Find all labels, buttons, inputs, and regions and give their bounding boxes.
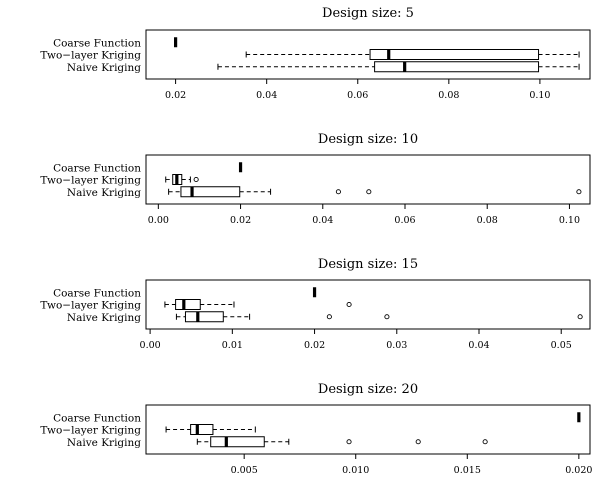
- category-label: Naive Kriging: [67, 187, 141, 199]
- x-tick-label: 0.010: [342, 465, 369, 476]
- x-tick-label: 0.04: [468, 340, 489, 351]
- x-tick-label: 0.04: [256, 90, 277, 101]
- x-tick-label: 0.00: [148, 215, 169, 226]
- category-label: Naive Kriging: [67, 312, 141, 324]
- plot-frame: [145, 29, 591, 80]
- x-tick-label: 0.02: [304, 340, 325, 351]
- box-body: [369, 49, 540, 60]
- category-label: Coarse Function: [53, 37, 141, 49]
- outlier-point: [384, 314, 390, 320]
- plot-frame: [145, 279, 591, 330]
- outlier-point: [482, 439, 488, 445]
- outlier-point: [415, 439, 421, 445]
- outlier-point: [366, 189, 372, 195]
- panel-title: Design size: 15: [318, 257, 418, 272]
- plot-frame: [145, 404, 591, 455]
- box: [217, 61, 580, 73]
- plot-frame: [145, 154, 591, 205]
- box: [164, 299, 352, 310]
- x-tick-label: 0.00: [140, 340, 161, 351]
- x-tick-label: 0.08: [477, 215, 498, 226]
- panel-title: Design size: 5: [322, 6, 414, 21]
- category-label: Coarse Function: [53, 162, 141, 174]
- x-tick-label: 0.06: [394, 215, 415, 226]
- box-body: [175, 299, 201, 310]
- category-label: Coarse Function: [53, 287, 141, 299]
- outlier-point: [346, 301, 352, 308]
- x-tick-label: 0.02: [165, 90, 186, 101]
- x-tick-label: 0.03: [386, 340, 407, 351]
- box-body: [184, 311, 224, 323]
- category-label: Coarse Function: [53, 412, 141, 424]
- x-tick-label: 0.08: [438, 90, 459, 101]
- outlier-point: [193, 176, 199, 183]
- boxplot-panel: Design size: 15 0.00 0.01 0.02 0.03 0.04 0.05 C…: [40, 257, 591, 351]
- box: [175, 311, 583, 323]
- box: [165, 174, 199, 185]
- outlier-point: [326, 314, 332, 320]
- panel-title: Design size: 20: [318, 382, 418, 397]
- x-tick-label: 0.06: [347, 90, 368, 101]
- x-tick-label: 0.02: [230, 215, 251, 226]
- x-tick-label: 0.005: [231, 465, 258, 476]
- box: [168, 186, 582, 198]
- x-tick-label: 0.10: [529, 90, 550, 101]
- outlier-point: [576, 189, 582, 195]
- x-tick-label: 0.020: [565, 465, 592, 476]
- box: [245, 49, 580, 60]
- box: [165, 424, 256, 435]
- category-label: Two−layer Kriging: [40, 425, 141, 437]
- outlier-point: [346, 439, 352, 445]
- box-body: [210, 436, 265, 448]
- category-label: Naive Kriging: [67, 437, 141, 449]
- x-tick-label: 0.04: [312, 215, 333, 226]
- outlier-point: [577, 314, 583, 320]
- box-body: [180, 186, 241, 198]
- x-tick-label: 0.05: [551, 340, 572, 351]
- category-label: Two−layer Kriging: [40, 300, 141, 312]
- boxplot-panel: Design size: 20 0.005 0.010 0.015 0.020 Coars…: [40, 382, 592, 476]
- x-tick-label: 0.01: [222, 340, 243, 351]
- category-label: Two−layer Kriging: [40, 175, 141, 187]
- box: [196, 436, 488, 448]
- category-label: Two−layer Kriging: [40, 50, 141, 62]
- panel-title: Design size: 10: [318, 132, 418, 147]
- outlier-point: [335, 189, 341, 195]
- box-body: [374, 61, 540, 73]
- box-body: [190, 424, 214, 435]
- boxplot-panel: Design size: 5 0.02 0.04 0.06 0.08 0.10 Coarse…: [40, 6, 591, 101]
- boxplot-panel: Design size: 10 0.00 0.02 0.04 0.06 0.08 0.10 C…: [40, 132, 591, 226]
- category-label: Naive Kriging: [67, 62, 141, 74]
- x-tick-label: 0.10: [559, 215, 580, 226]
- x-tick-label: 0.015: [454, 465, 481, 476]
